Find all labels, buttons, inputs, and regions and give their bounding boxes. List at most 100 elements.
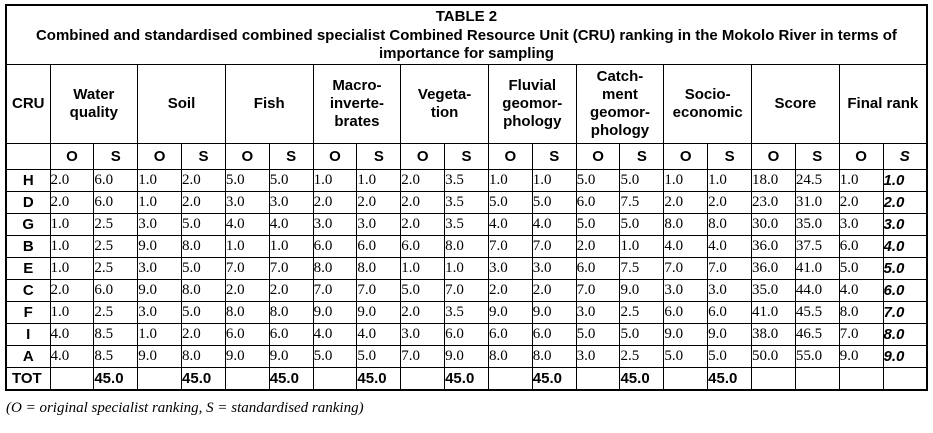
cell: 3.0 (400, 323, 446, 346)
table-row: D 2.0 6.0 1.0 2.0 3.0 3.0 2.0 2.0 2.0 3.5 5.0 5.0 6.0… (5, 191, 928, 214)
cell: 8.0 (268, 301, 314, 324)
cell: 6.0 (487, 323, 533, 346)
cell: 8.0 (181, 345, 226, 368)
cell: 5.0 (487, 191, 533, 214)
cell: 2.0 (707, 191, 752, 214)
row-label: C (5, 279, 51, 302)
cell: 6.0 (93, 279, 139, 302)
cell: 2.5 (93, 301, 139, 324)
cell: 2.0 (400, 191, 446, 214)
cell: 46.5 (794, 323, 840, 346)
cell: 45.0 (93, 367, 139, 391)
subheader-o: O (400, 143, 446, 170)
cell (794, 367, 840, 391)
cell: 23.0 (751, 191, 796, 214)
cell: 9.0 (707, 323, 752, 346)
cru-ranking-table: TABLE 2 Combined and standardised combin… (5, 4, 928, 391)
cell: 2.0 (49, 279, 95, 302)
cell: 5.0 (531, 191, 577, 214)
cell (575, 367, 621, 391)
cell: 4.0 (312, 323, 358, 346)
cell: 45.0 (619, 367, 665, 391)
cell: 6.0 (531, 323, 577, 346)
cell: 7.0 (663, 257, 709, 280)
cell: 18.0 (751, 169, 796, 192)
cell: 1.0 (49, 257, 95, 280)
cell: 6.0 (575, 257, 621, 280)
cell: 4.0 (224, 213, 270, 236)
title-row: TABLE 2 Combined and standardised combin… (5, 4, 928, 65)
table-caption: Combined and standardised combined speci… (35, 27, 897, 62)
cell: 3.0 (663, 279, 709, 302)
row-label: I (5, 323, 51, 346)
cell: 2.0 (268, 279, 314, 302)
cell: 9.0 (531, 301, 577, 324)
cell: 7.0 (312, 279, 358, 302)
subheader-o: O (663, 143, 709, 170)
cell: 38.0 (751, 323, 796, 346)
cell: 8.0 (224, 301, 270, 324)
cell: 5.0 (268, 169, 314, 192)
cell: 41.0 (751, 301, 796, 324)
cell: 2.0 (400, 301, 446, 324)
cell: 3.0 (575, 301, 621, 324)
cell: 5.0 (619, 323, 665, 346)
cell: 2.5 (619, 301, 665, 324)
cell: 3.5 (444, 191, 489, 214)
table-row: I 4.0 8.5 1.0 2.0 6.0 6.0 4.0 4.0 3.0 6.0 6.0 6.0 5.0… (5, 323, 928, 346)
cell: 6.0 (224, 323, 270, 346)
cell: 6.0 (93, 169, 139, 192)
row-label: D (5, 191, 51, 214)
cell: 5.0 (663, 345, 709, 368)
cell: 3.5 (444, 213, 489, 236)
cell: 9.0 (137, 235, 183, 258)
subheader-o: O (224, 143, 270, 170)
cell: 5.0 (400, 279, 446, 302)
cell: 41.0 (794, 257, 840, 280)
cell: 4.0 (49, 323, 95, 346)
cell: 8.5 (93, 345, 139, 368)
cell: 6.0 (575, 191, 621, 214)
row-label: A (5, 345, 51, 368)
cell: 50.0 (751, 345, 796, 368)
cell: 37.5 (794, 235, 840, 258)
table-row: B 1.0 2.5 9.0 8.0 1.0 1.0 6.0 6.0 6.0 8.0 7.0 7.0 2.0… (5, 235, 928, 258)
cell: 1.0 (487, 169, 533, 192)
cell: 6.0 (707, 301, 752, 324)
cell (400, 367, 446, 391)
subheader-s-final: S (882, 143, 928, 170)
cell: 1.0 (137, 169, 183, 192)
cell: 8.0 (181, 235, 226, 258)
cell: 6.0 (838, 235, 884, 258)
subheader-s: S (619, 143, 665, 170)
cell: 1.0 (882, 169, 928, 192)
cell: 1.0 (707, 169, 752, 192)
cell: 2.0 (49, 191, 95, 214)
cell: 7.0 (224, 257, 270, 280)
cell: 3.5 (444, 169, 489, 192)
cell: 6.0 (663, 301, 709, 324)
cell: 6.0 (400, 235, 446, 258)
row-label: TOT (5, 367, 51, 391)
row-label: F (5, 301, 51, 324)
table-row: F 1.0 2.5 3.0 5.0 8.0 8.0 9.0 9.0 2.0 3.5 9.0 9.0 3.0… (5, 301, 928, 324)
page: TABLE 2 Combined and standardised combin… (0, 4, 933, 433)
cell: 9.0 (356, 301, 402, 324)
cell: 9.0 (268, 345, 314, 368)
cell: 2.0 (181, 169, 226, 192)
cell: 7.0 (487, 235, 533, 258)
row-label: E (5, 257, 51, 280)
subheader-s: S (707, 143, 752, 170)
subheader-s: S (444, 143, 489, 170)
cell: 2.0 (400, 213, 446, 236)
cell: 1.0 (356, 169, 402, 192)
cell (137, 367, 183, 391)
cell: 9.0 (444, 345, 489, 368)
subheader-s: S (181, 143, 226, 170)
cell: 1.0 (137, 323, 183, 346)
table-body: H 2.0 6.0 1.0 2.0 5.0 5.0 1.0 1.0 2.0 3.5 1.0 1.0 5.0… (5, 169, 928, 391)
cell: 8.0 (356, 257, 402, 280)
cell: 7.0 (444, 279, 489, 302)
cell: 5.0 (575, 169, 621, 192)
cell: 2.0 (663, 191, 709, 214)
